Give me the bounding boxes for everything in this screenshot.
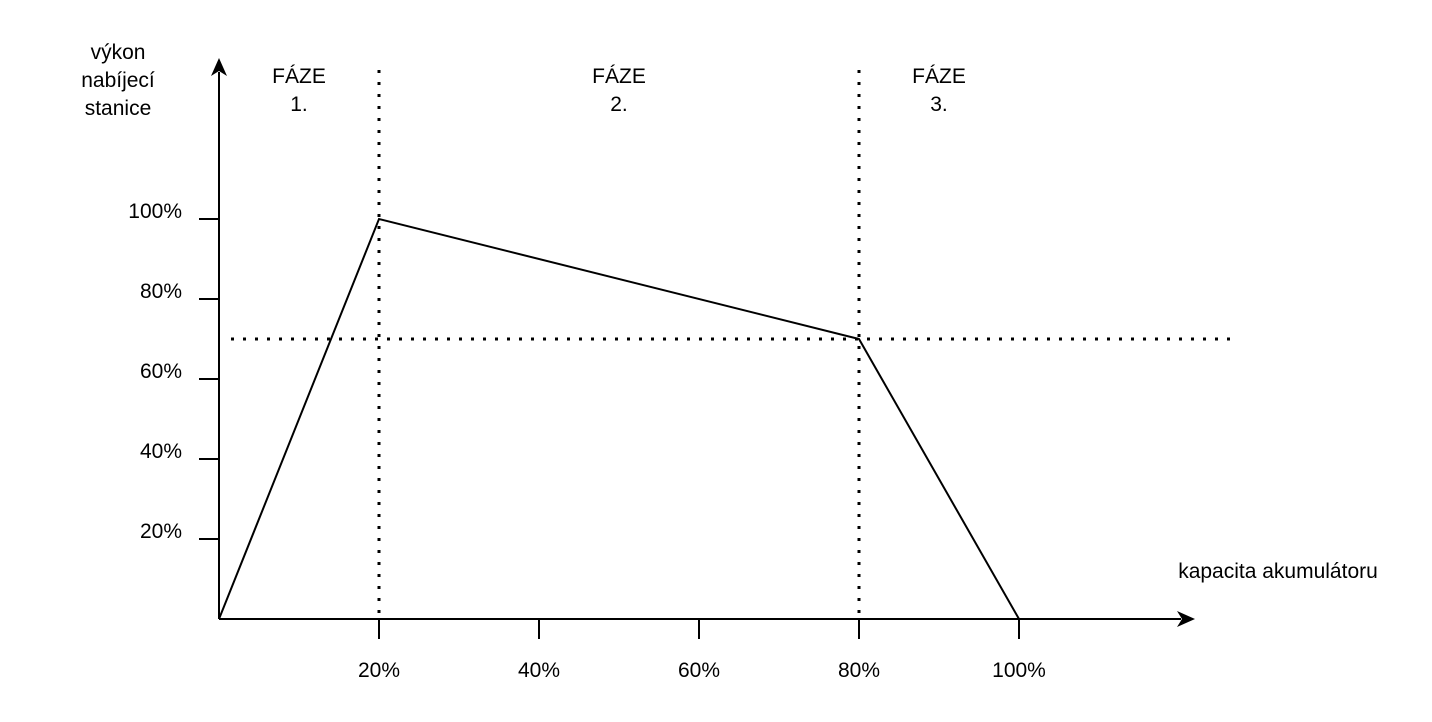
y-tick-label: 80% bbox=[140, 280, 182, 303]
reference-lines bbox=[231, 70, 1232, 619]
phase-label: FÁZE bbox=[592, 65, 646, 88]
y-axis-arrow bbox=[211, 58, 227, 76]
phase-label: FÁZE bbox=[272, 65, 326, 88]
y-axis-label: stanice bbox=[85, 97, 152, 120]
series-line bbox=[218, 217, 1020, 620]
y-tick-label: 20% bbox=[140, 520, 182, 543]
x-tick-label: 60% bbox=[678, 659, 720, 682]
x-axis-label: kapacita akumulátoru bbox=[1178, 560, 1378, 583]
x-tick-label: 100% bbox=[992, 659, 1046, 682]
labels: 20% 40% 60% 80% 100% 20% 40% 60% 80% 100% výkon nab… bbox=[81, 41, 1378, 682]
phase-label: FÁZE bbox=[912, 65, 966, 88]
phase-label: 2. bbox=[610, 93, 628, 116]
axes bbox=[199, 58, 1195, 639]
y-tick-label: 40% bbox=[140, 440, 182, 463]
x-tick-label: 40% bbox=[518, 659, 560, 682]
y-tick-label: 100% bbox=[128, 200, 182, 223]
x-axis-arrow bbox=[1177, 611, 1195, 627]
y-tick-label: 60% bbox=[140, 360, 182, 383]
phase-label: 1. bbox=[290, 93, 308, 116]
phase-label: 3. bbox=[930, 93, 948, 116]
series bbox=[218, 217, 1020, 620]
y-axis-label: nabíjecí bbox=[81, 69, 155, 92]
x-tick-label: 80% bbox=[838, 659, 880, 682]
x-tick-label: 20% bbox=[358, 659, 400, 682]
y-axis-label: výkon bbox=[91, 41, 146, 64]
